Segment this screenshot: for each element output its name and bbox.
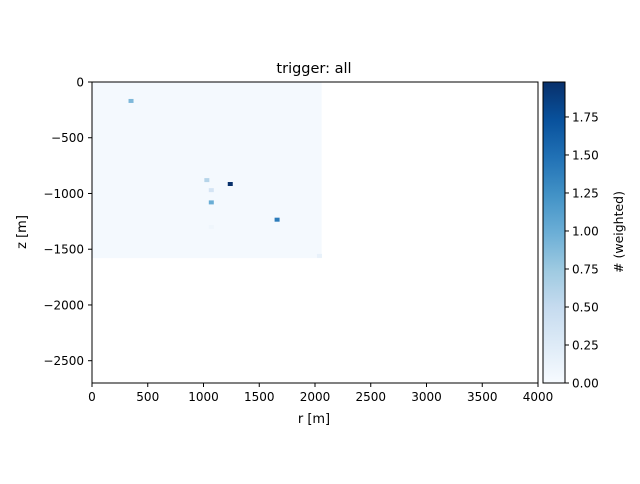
x-tick-label: 2500 — [355, 390, 386, 404]
heatmap-cell — [208, 188, 214, 193]
x-tick-label: 500 — [136, 390, 159, 404]
heatmap-cell — [274, 217, 280, 222]
x-tick-label: 2000 — [300, 390, 331, 404]
heatmap-cells — [92, 82, 322, 259]
y-tick-label: −500 — [51, 131, 84, 145]
heatmap-cell — [204, 178, 210, 183]
x-tick-label: 1000 — [188, 390, 219, 404]
colorbar-ticks: 0.00 0.25 0.50 0.75 1.00 1.25 1.50 1.75 — [565, 110, 599, 391]
colorbar-label: # (weighted) — [611, 191, 626, 273]
y-axis-label: z [m] — [15, 215, 30, 249]
colorbar-tick-label: 0.25 — [572, 338, 599, 352]
colorbar: 0.00 0.25 0.50 0.75 1.00 1.25 1.50 1.75 # (weig… — [542, 81, 626, 391]
y-tick-label: −2000 — [43, 298, 84, 312]
x-tick-label: 3500 — [467, 390, 498, 404]
heatmap-background-region — [92, 82, 322, 259]
y-axis: 0 −500 −1000 −1500 −2000 −2500 — [43, 76, 92, 368]
y-tick-label: 0 — [76, 76, 84, 90]
x-tick-label: 3000 — [411, 390, 442, 404]
x-axis: 0 500 1000 1500 2000 2500 3000 3500 4000 — [88, 383, 553, 404]
colorbar-tick-label: 0.75 — [572, 262, 599, 276]
colorbar-tick-label: 1.75 — [572, 110, 599, 124]
colorbar-tick-label: 0.00 — [572, 377, 599, 391]
x-tick-label: 1500 — [244, 390, 275, 404]
heatmap-cell — [208, 224, 214, 229]
colorbar-tick-label: 0.50 — [572, 300, 599, 314]
colorbar-gradient — [542, 81, 566, 384]
plot-area — [91, 81, 539, 384]
x-tick-label: 0 — [88, 390, 96, 404]
x-tick-label: 4000 — [523, 390, 554, 404]
y-tick-label: −1500 — [43, 243, 84, 257]
y-tick-label: −1000 — [43, 187, 84, 201]
colorbar-tick-label: 1.50 — [572, 148, 599, 162]
chart-title: trigger: all — [276, 61, 351, 77]
colorbar-tick-label: 1.00 — [572, 224, 599, 238]
heatmap-cell — [208, 200, 214, 205]
heatmap-cell — [316, 253, 322, 258]
heatmap-cell — [128, 98, 134, 103]
y-tick-label: −2500 — [43, 354, 84, 368]
heatmap-cell — [227, 182, 233, 187]
x-axis-label: r [m] — [298, 412, 330, 427]
colorbar-tick-label: 1.25 — [572, 186, 599, 200]
